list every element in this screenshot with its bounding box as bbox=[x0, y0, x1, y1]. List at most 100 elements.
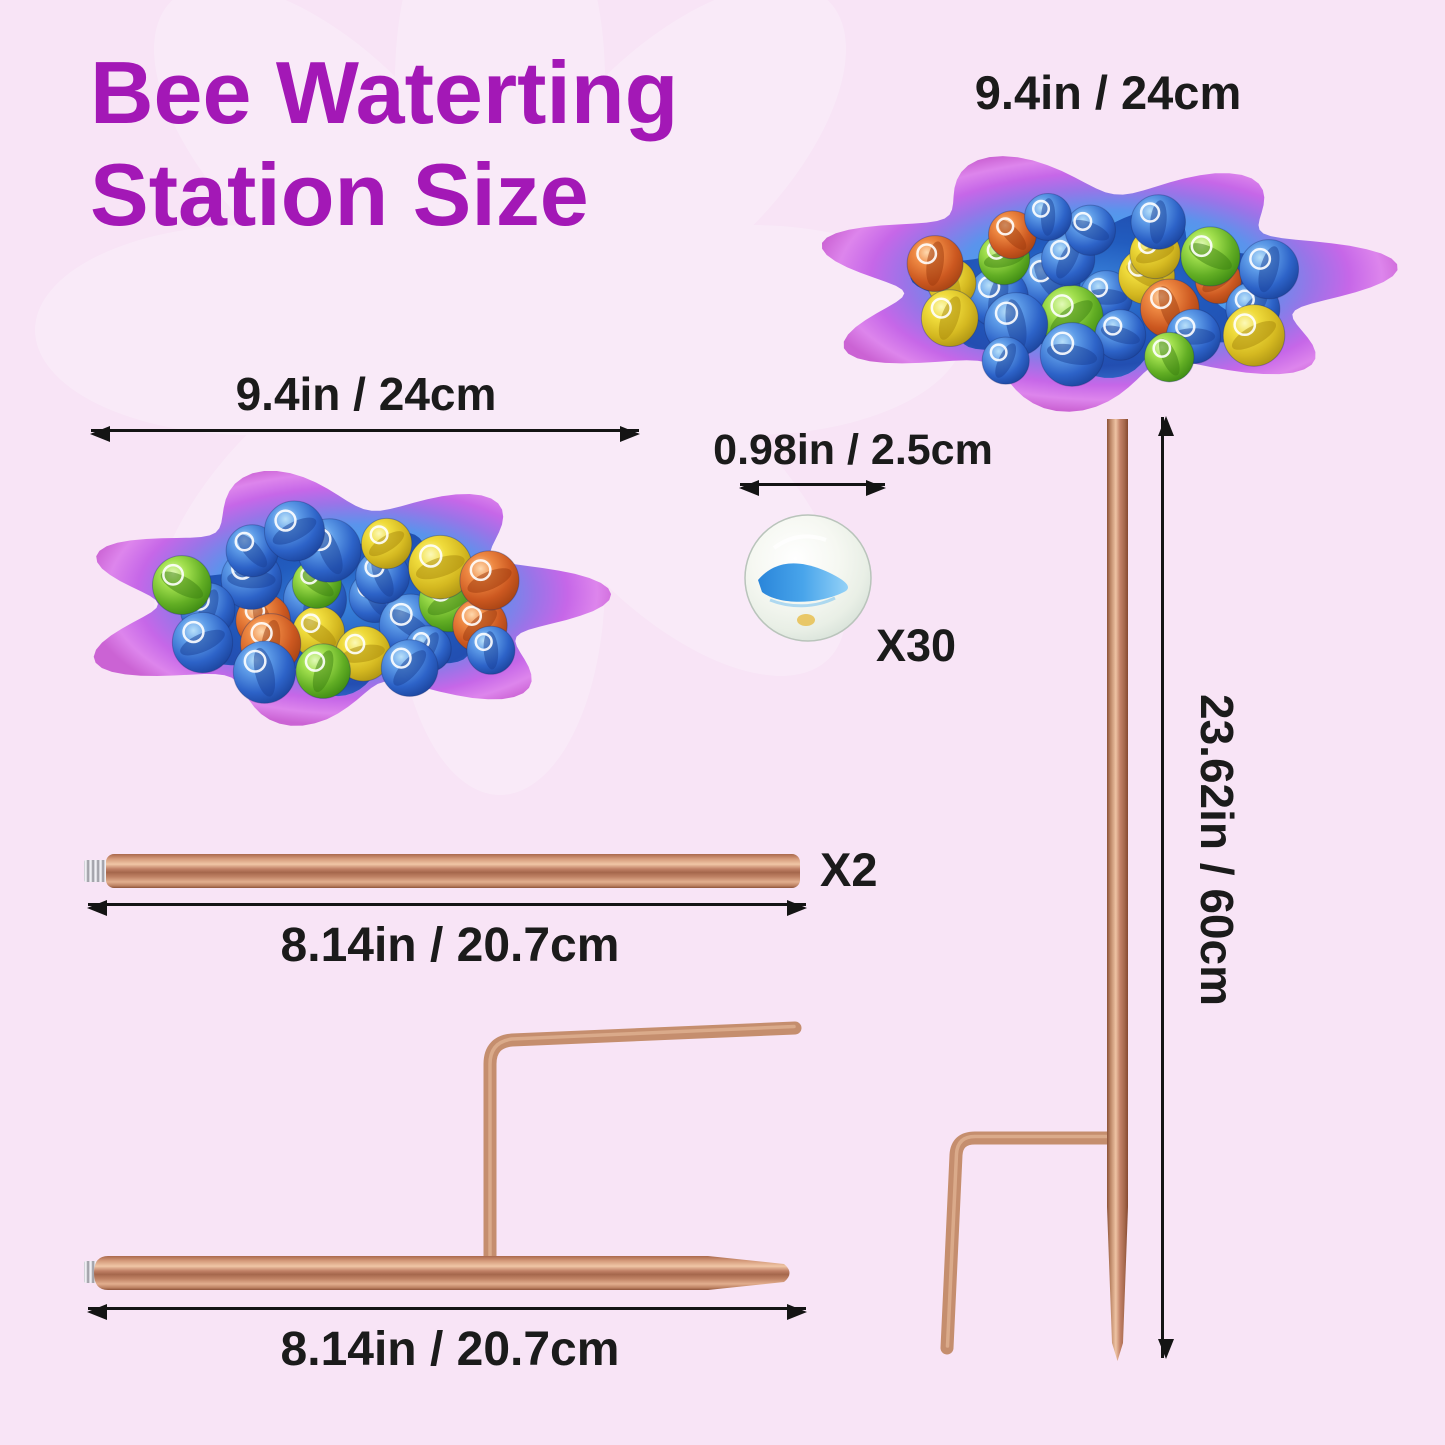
marble-stripe bbox=[1056, 239, 1081, 279]
marble-ring-highlight bbox=[1050, 239, 1071, 260]
marble-stripe bbox=[1188, 243, 1232, 270]
marble-ring-highlight bbox=[1073, 211, 1093, 231]
marble-ring-highlight bbox=[1233, 313, 1257, 337]
marble-ring-highlight bbox=[234, 531, 255, 552]
stake-height-dimension-arrow bbox=[1157, 416, 1174, 1359]
marble-ring-highlight bbox=[182, 620, 205, 644]
rod-length-label: 8.14in / 20.7cm bbox=[280, 919, 620, 972]
marble-stripe bbox=[467, 568, 512, 593]
marble-stripe bbox=[1158, 338, 1180, 376]
marble-ring-highlight bbox=[1050, 294, 1074, 318]
page-title-line1: Bee Waterting bbox=[90, 43, 679, 142]
flower-dish bbox=[822, 156, 1398, 412]
ground-stake-image bbox=[940, 419, 1128, 1361]
marble-size-label: 0.98in / 2.5cm bbox=[713, 426, 993, 474]
stake-height-label: 23.62in / 60cm bbox=[1191, 694, 1243, 1006]
marble-ring-highlight bbox=[390, 647, 412, 669]
marble-ring-highlight bbox=[1150, 287, 1172, 310]
marble-ring-highlight bbox=[916, 243, 938, 265]
marble-ring-highlight bbox=[419, 544, 443, 568]
marble-stripe bbox=[301, 618, 336, 647]
rod-dimension-arrow bbox=[87, 899, 807, 916]
rod-pointed-body bbox=[94, 1256, 790, 1290]
marble-stripe bbox=[926, 241, 945, 286]
marble-ring-highlight bbox=[274, 509, 297, 532]
flower-dish-left-image bbox=[93, 471, 612, 726]
marble-ring-highlight bbox=[162, 563, 185, 586]
marble-stripe bbox=[1258, 246, 1280, 293]
marble-stripe bbox=[1135, 243, 1175, 264]
marble-ring-highlight bbox=[1249, 247, 1272, 270]
marble-stripe bbox=[312, 650, 334, 693]
page-title: Bee Waterting Station Size bbox=[90, 42, 678, 246]
stake-bracket-highlight bbox=[945, 1134, 1109, 1348]
marble-stripe bbox=[368, 531, 405, 557]
marble-ring-highlight bbox=[989, 343, 1008, 362]
marble-ring-highlight bbox=[243, 649, 267, 673]
marble-highlight bbox=[772, 534, 827, 550]
marble-stripe bbox=[272, 517, 317, 545]
marble-ring-highlight bbox=[1152, 339, 1172, 358]
marble-ring-highlight bbox=[474, 632, 493, 652]
marble-count-label: X30 bbox=[876, 620, 957, 671]
marble-stripe bbox=[1071, 219, 1110, 241]
flower-dish bbox=[93, 471, 612, 726]
marble-ring-highlight bbox=[1175, 316, 1196, 338]
marble-stripe bbox=[300, 571, 334, 597]
marble-stripe bbox=[180, 629, 225, 656]
marble-ring-highlight bbox=[389, 602, 413, 626]
marble-image bbox=[744, 514, 872, 642]
marble-ring-highlight bbox=[300, 613, 321, 634]
stake-rod-length-label: 8.14in / 20.7cm bbox=[280, 1323, 620, 1376]
marble-stripe bbox=[253, 647, 276, 697]
marble-ring-highlight bbox=[1050, 331, 1075, 356]
dish-top-size-label: 9.4in / 24cm bbox=[974, 66, 1242, 119]
marble-ring-highlight bbox=[994, 301, 1019, 325]
marble-stripe bbox=[341, 644, 385, 663]
marble-ring-highlight bbox=[1032, 199, 1051, 218]
marble-stripe bbox=[1047, 343, 1098, 365]
rod-body bbox=[106, 854, 800, 888]
rod-count-label: X2 bbox=[820, 843, 878, 896]
marble-stripe bbox=[1100, 325, 1140, 345]
marble-ring-highlight bbox=[930, 297, 952, 319]
stake-rod-image bbox=[84, 1021, 802, 1290]
marble-stripe bbox=[1231, 320, 1277, 350]
marble-ring-highlight bbox=[1103, 316, 1123, 336]
marble-stripe bbox=[160, 571, 204, 599]
marble-stripe bbox=[415, 555, 465, 580]
page-title-line2: Station Size bbox=[90, 145, 589, 245]
marble-stripe bbox=[1149, 200, 1167, 244]
marble-stripe bbox=[427, 586, 473, 616]
rod-thread-tip bbox=[84, 860, 108, 882]
marble-stripe bbox=[393, 650, 427, 686]
marble-ring-highlight bbox=[469, 559, 492, 582]
marble-ring-highlight bbox=[996, 217, 1015, 236]
stake-rod-dimension-arrow bbox=[87, 1303, 807, 1320]
marble-amber-speck bbox=[797, 614, 815, 626]
marble-ring-highlight bbox=[1190, 235, 1213, 258]
marble-stripe bbox=[1005, 299, 1027, 350]
dish-left-size-label: 9.4in / 24cm bbox=[235, 368, 497, 420]
hanger-arm bbox=[483, 1021, 802, 1267]
marble-stripe bbox=[995, 343, 1017, 378]
marble-ring-highlight bbox=[369, 525, 389, 545]
flower-dish-top-image bbox=[822, 156, 1398, 412]
dish-left-dimension-arrow bbox=[90, 425, 640, 442]
marble-ring-highlight bbox=[1139, 202, 1161, 223]
extension-rod-image bbox=[84, 854, 800, 888]
marble-blue-swirl bbox=[758, 563, 848, 602]
marble-ring-highlight bbox=[304, 651, 326, 672]
marble-swirl-streak bbox=[769, 596, 836, 608]
stake-bracket bbox=[940, 1131, 1114, 1355]
marble-stripe bbox=[462, 609, 498, 642]
marble-ring-highlight bbox=[1088, 277, 1109, 298]
marble-ring-highlight bbox=[461, 605, 483, 627]
hanger-arm-highlight bbox=[488, 1024, 796, 1260]
marble-stripe bbox=[1041, 198, 1056, 236]
marble-stripe bbox=[938, 296, 961, 340]
stake-pole bbox=[1107, 419, 1128, 1361]
marble-dimension-arrow bbox=[739, 479, 886, 496]
marble-stripe bbox=[483, 631, 499, 670]
